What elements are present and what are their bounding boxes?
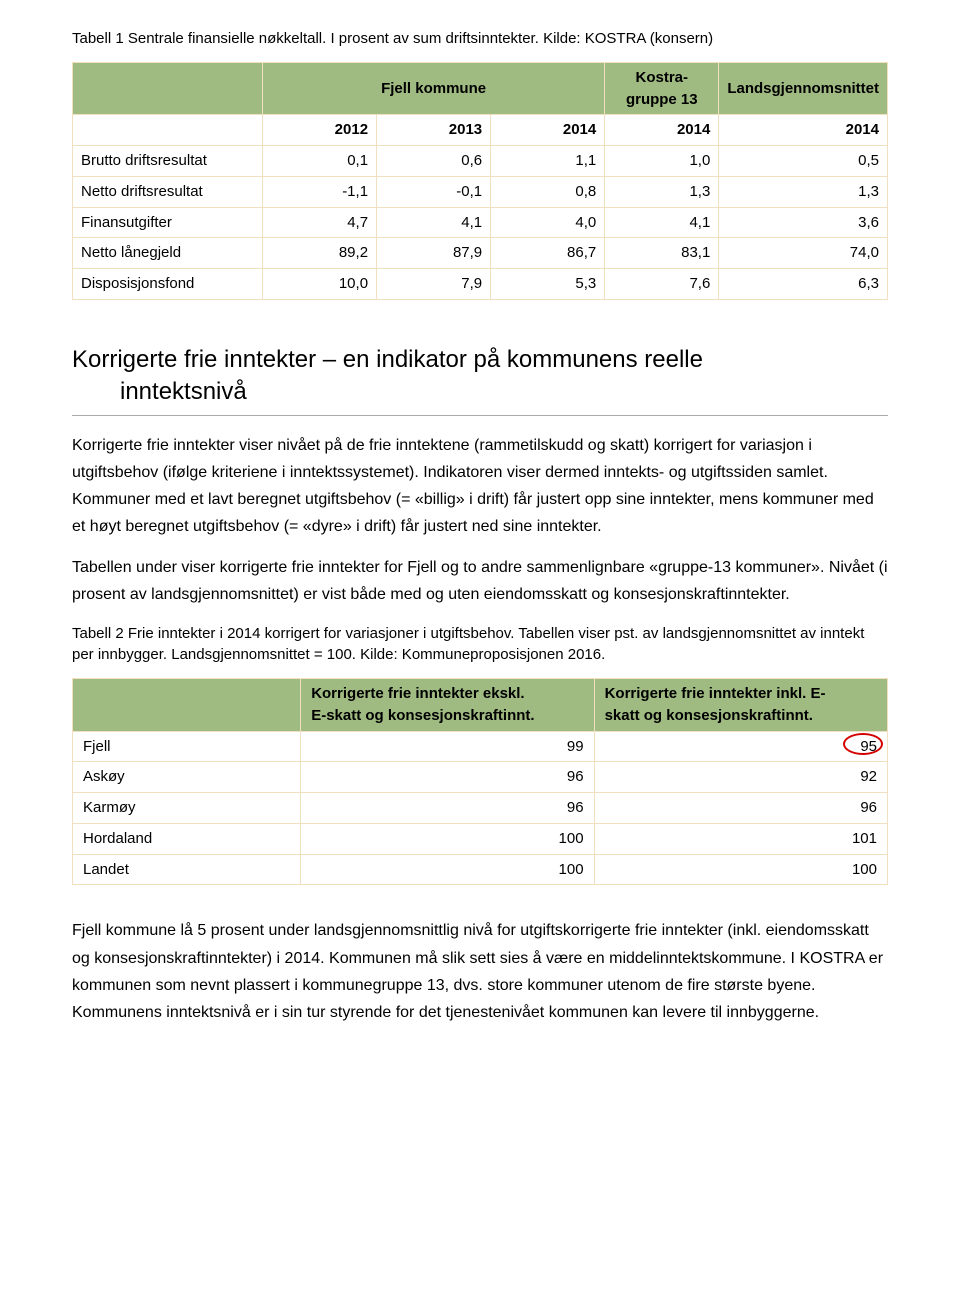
table1-grp-blank: [73, 62, 263, 115]
table1-year-row: 2012 2013 2014 2014 2014: [73, 115, 888, 146]
table1-cell: 87,9: [377, 238, 491, 269]
table1-cell: 0,5: [719, 146, 888, 177]
table2-cell: 99: [301, 731, 594, 762]
table-row: Netto driftsresultat-1,1-0,10,81,31,3: [73, 176, 888, 207]
table2-cell: 92: [594, 762, 887, 793]
table1-cell: 0,8: [491, 176, 605, 207]
table1-cell: 0,1: [262, 146, 376, 177]
table2-row-label: Askøy: [73, 762, 301, 793]
table2-header-row: Korrigerte frie inntekter ekskl. E-skatt…: [73, 679, 888, 732]
table2-cell: 100: [301, 854, 594, 885]
table1-cell: 7,9: [377, 269, 491, 300]
table1-cell: 83,1: [605, 238, 719, 269]
table1-cell: -0,1: [377, 176, 491, 207]
table2-cell: 96: [301, 793, 594, 824]
table2-hdr-blank: [73, 679, 301, 732]
table-row: Landet100100: [73, 854, 888, 885]
table1-cell: 4,7: [262, 207, 376, 238]
paragraph-2: Tabellen under viser korrigerte frie inn…: [72, 554, 888, 608]
table2-row-label: Fjell: [73, 731, 301, 762]
section-heading-line2: inntektsnivå: [72, 376, 888, 408]
highlight-circle-icon: [843, 733, 883, 755]
table1-row-label: Brutto driftsresultat: [73, 146, 263, 177]
table1-cell: 74,0: [719, 238, 888, 269]
circled-value: 95: [860, 736, 877, 758]
table1-cell: 0,6: [377, 146, 491, 177]
table2-cell: 96: [594, 793, 887, 824]
table-row: Fjell99 95: [73, 731, 888, 762]
table1-caption: Tabell 1 Sentrale finansielle nøkkeltall…: [72, 28, 888, 50]
paragraph-1: Korrigerte frie inntekter viser nivået p…: [72, 432, 888, 541]
section-heading-line1: Korrigerte frie inntekter – en indikator…: [72, 346, 703, 373]
table1-cell: 1,3: [719, 176, 888, 207]
table2-hdr-col2: Korrigerte frie inntekter inkl. E- skatt…: [594, 679, 887, 732]
table2-hdr-col1-l1: Korrigerte frie inntekter ekskl.: [311, 685, 524, 702]
table1-cell: 3,6: [719, 207, 888, 238]
table2-cell: 95: [594, 731, 887, 762]
table1-cell: 1,0: [605, 146, 719, 177]
table2-cell: 100: [594, 854, 887, 885]
table1-cell: 6,3: [719, 269, 888, 300]
table-row: Hordaland100101: [73, 823, 888, 854]
table1-yr-2: 2014: [491, 115, 605, 146]
table-row: Disposisjonsfond10,07,95,37,66,3: [73, 269, 888, 300]
table-row: Askøy9692: [73, 762, 888, 793]
table1-cell: -1,1: [262, 176, 376, 207]
table-row: Brutto driftsresultat0,10,61,11,00,5: [73, 146, 888, 177]
table1-grp-kostra: Kostra-gruppe 13: [605, 62, 719, 115]
table1-yr-blank: [73, 115, 263, 146]
table2-caption: Tabell 2 Frie inntekter i 2014 korrigert…: [72, 623, 888, 667]
section-heading: Korrigerte frie inntekter – en indikator…: [72, 344, 888, 409]
table1: Fjell kommune Kostra-gruppe 13 Landsgjen…: [72, 62, 888, 300]
table2-cell: 100: [301, 823, 594, 854]
table1-cell: 1,3: [605, 176, 719, 207]
table1-row-label: Finansutgifter: [73, 207, 263, 238]
table1-grp-fjell: Fjell kommune: [262, 62, 604, 115]
table1-row-label: Netto driftsresultat: [73, 176, 263, 207]
table2-hdr-col1: Korrigerte frie inntekter ekskl. E-skatt…: [301, 679, 594, 732]
table2-cell: 96: [301, 762, 594, 793]
table1-cell: 4,0: [491, 207, 605, 238]
table1-cell: 89,2: [262, 238, 376, 269]
table1-cell: 10,0: [262, 269, 376, 300]
section-divider: [72, 415, 888, 416]
table1-yr-0: 2012: [262, 115, 376, 146]
table1-cell: 4,1: [377, 207, 491, 238]
table1-cell: 1,1: [491, 146, 605, 177]
table2-hdr-col2-l1: Korrigerte frie inntekter inkl. E-: [605, 685, 826, 702]
table1-cell: 4,1: [605, 207, 719, 238]
table2-row-label: Landet: [73, 854, 301, 885]
table1-grp-lands: Landsgjennomsnittet: [719, 62, 888, 115]
table2-hdr-col2-l2: skatt og konsesjonskraftinnt.: [605, 707, 813, 724]
table-row: Finansutgifter4,74,14,04,13,6: [73, 207, 888, 238]
table-row: Karmøy9696: [73, 793, 888, 824]
table-row: Netto lånegjeld89,287,986,783,174,0: [73, 238, 888, 269]
table1-yr-4: 2014: [719, 115, 888, 146]
table1-cell: 7,6: [605, 269, 719, 300]
table2-row-label: Karmøy: [73, 793, 301, 824]
table2-cell: 101: [594, 823, 887, 854]
table2-row-label: Hordaland: [73, 823, 301, 854]
table1-cell: 86,7: [491, 238, 605, 269]
table1-row-label: Netto lånegjeld: [73, 238, 263, 269]
table1-yr-3: 2014: [605, 115, 719, 146]
paragraph-3: Fjell kommune lå 5 prosent under landsgj…: [72, 917, 888, 1026]
table1-row-label: Disposisjonsfond: [73, 269, 263, 300]
table1-yr-1: 2013: [377, 115, 491, 146]
table2-hdr-col1-l2: E-skatt og konsesjonskraftinnt.: [311, 707, 534, 724]
table1-cell: 5,3: [491, 269, 605, 300]
table2: Korrigerte frie inntekter ekskl. E-skatt…: [72, 678, 888, 885]
table1-group-row: Fjell kommune Kostra-gruppe 13 Landsgjen…: [73, 62, 888, 115]
